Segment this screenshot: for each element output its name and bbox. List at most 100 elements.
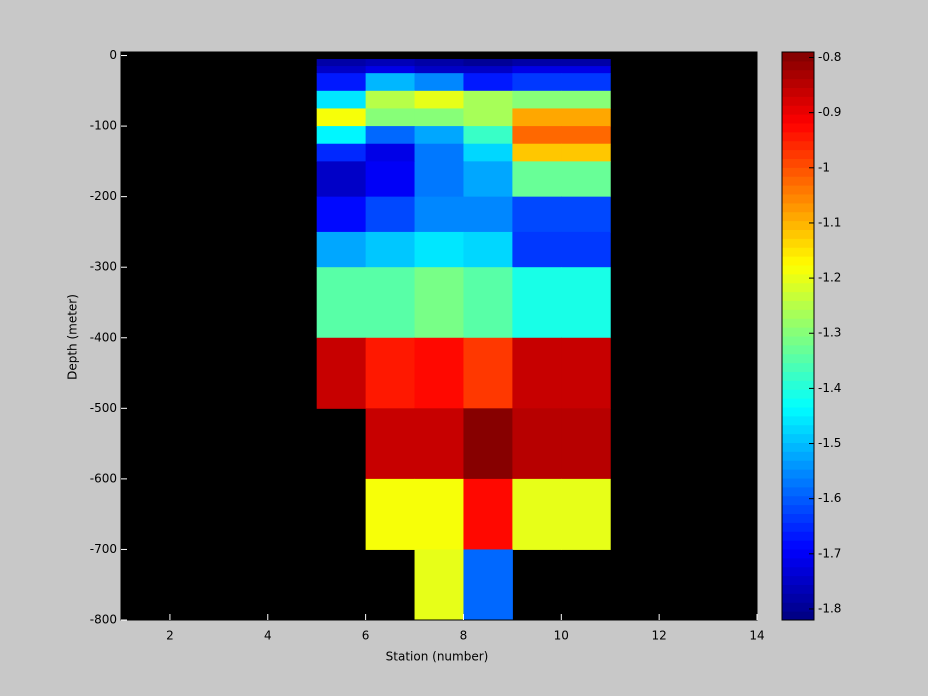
cell [316,126,367,145]
cell [365,66,416,74]
cell [365,59,416,67]
colorbar-band [782,557,814,568]
cell [365,73,416,92]
cell [463,408,513,480]
cell [561,231,611,268]
y-tick-label: -200 [90,189,117,203]
colorbar-band [782,549,814,559]
colorbar-band [782,531,814,541]
cell [463,267,513,339]
cell [316,90,367,109]
colorbar-tick-label: -1.1 [818,215,841,229]
y-tick-label: -800 [90,613,117,627]
colorbar-band [782,300,814,310]
cell [365,267,416,339]
cell [463,196,513,233]
cell [365,143,416,162]
cell [512,66,562,74]
colorbar-band [782,407,814,417]
cell [365,108,416,127]
colorbar-band [782,256,814,266]
colorbar-band [782,96,814,106]
cell [414,161,464,198]
y-tick-label: -600 [90,471,117,485]
cell [512,108,562,127]
colorbar-band [782,69,814,80]
colorbar-band [782,149,814,159]
cell [463,126,513,145]
y-tick-label: -500 [90,401,117,415]
y-tick-label: -100 [90,119,117,133]
colorbar-band [782,371,814,381]
colorbar-band [782,211,814,222]
cell [414,126,464,145]
cell [414,196,464,233]
colorbar-band [782,575,814,585]
cell [365,478,416,550]
x-axis-label: Station (number) [386,650,489,664]
cell [463,59,513,67]
cell [414,267,464,339]
cell [316,66,367,74]
colorbar-box [781,51,815,621]
cell [512,408,562,480]
colorbar-band [782,336,814,346]
y-tick-label: 0 [109,48,117,62]
cell [365,408,416,480]
colorbar-band [782,584,814,594]
cell [561,337,611,409]
colorbar-band [782,389,814,399]
cell [512,267,562,339]
cell [414,73,464,92]
colorbar-band [782,593,814,603]
cell [365,126,416,145]
cell [463,161,513,198]
colorbar-band [782,185,814,195]
colorbar-band [782,309,814,319]
cell [414,408,464,480]
cell [365,161,416,198]
x-tick-label: 2 [166,629,174,643]
cell [365,90,416,109]
colorbar-band [782,442,814,452]
colorbar-tick-label: -0.9 [818,105,841,119]
cell [561,66,611,74]
colorbar-band [782,52,814,62]
colorbar-band [782,513,814,523]
cell [414,231,464,268]
cell [512,478,562,550]
colorbar-tick-label: -1.8 [818,601,841,615]
colorbar-band [782,451,814,461]
cell [414,337,464,409]
colorbar-band [782,105,814,115]
colorbar-band [782,522,814,532]
colorbar-band [782,123,814,133]
colorbar-band [782,273,814,284]
cell [512,126,562,145]
colorbar-band [782,478,814,488]
colorbar-band [782,247,814,257]
cell [512,143,562,162]
cell [561,478,611,550]
cell [316,59,367,67]
colorbar-band [782,398,814,408]
cell [316,231,367,268]
colorbar-tick-label: -0.8 [818,50,841,64]
colorbar-band [782,353,814,364]
colorbar-band [782,291,814,301]
cell [316,267,367,339]
colorbar-band [782,380,814,390]
colorbar-band [782,611,814,621]
cell [414,90,464,109]
colorbar-band [782,415,814,426]
colorbar-band [782,469,814,479]
cell [365,337,416,409]
colorbar-band [782,114,814,124]
y-tick-label: -700 [90,542,117,556]
x-tick-label: 14 [749,629,764,643]
colorbar-band [782,158,814,168]
cell [463,231,513,268]
cell [463,108,513,127]
colorbar-band [782,362,814,372]
